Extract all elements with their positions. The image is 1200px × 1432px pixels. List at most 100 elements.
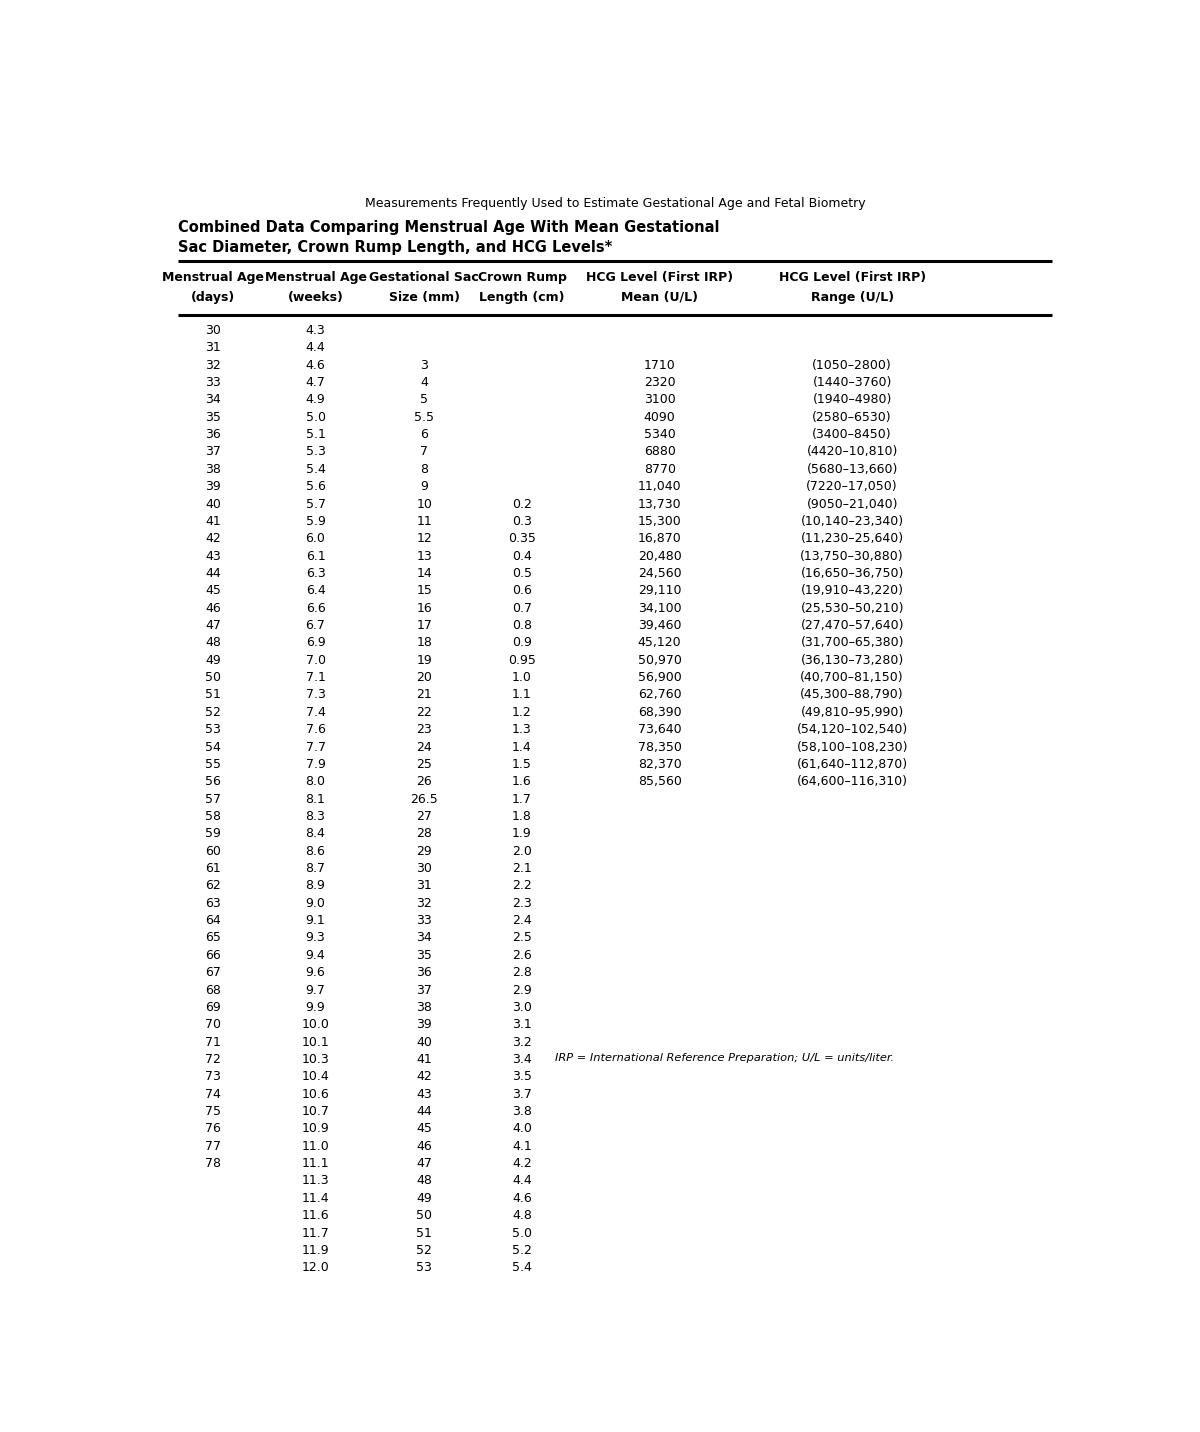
Text: 13,730: 13,730 <box>638 497 682 511</box>
Text: Size (mm): Size (mm) <box>389 291 460 304</box>
Text: 56: 56 <box>205 775 221 788</box>
Text: 1.1: 1.1 <box>512 689 532 702</box>
Text: 5.2: 5.2 <box>512 1244 532 1257</box>
Text: 50: 50 <box>416 1209 432 1221</box>
Text: 43: 43 <box>205 550 221 563</box>
Text: 8.6: 8.6 <box>306 845 325 858</box>
Text: 4.0: 4.0 <box>512 1123 532 1136</box>
Text: 2.0: 2.0 <box>512 845 532 858</box>
Text: (27,470–57,640): (27,470–57,640) <box>800 619 904 632</box>
Text: 11.6: 11.6 <box>301 1209 329 1221</box>
Text: 1.7: 1.7 <box>512 793 532 806</box>
Text: 2.4: 2.4 <box>512 914 532 927</box>
Text: (45,300–88,790): (45,300–88,790) <box>800 689 904 702</box>
Text: 72: 72 <box>205 1053 221 1065</box>
Text: 71: 71 <box>205 1035 221 1048</box>
Text: (36,130–73,280): (36,130–73,280) <box>800 654 904 667</box>
Text: 26.5: 26.5 <box>410 793 438 806</box>
Text: 42: 42 <box>205 533 221 546</box>
Text: Combined Data Comparing Menstrual Age With Mean Gestational: Combined Data Comparing Menstrual Age Wi… <box>178 221 720 235</box>
Text: 45: 45 <box>416 1123 432 1136</box>
Text: 34: 34 <box>205 394 221 407</box>
Text: 74: 74 <box>205 1088 221 1101</box>
Text: 78,350: 78,350 <box>637 740 682 753</box>
Text: 6: 6 <box>420 428 428 441</box>
Text: 73,640: 73,640 <box>638 723 682 736</box>
Text: 3.4: 3.4 <box>512 1053 532 1065</box>
Text: 45: 45 <box>205 584 221 597</box>
Text: Menstrual Age: Menstrual Age <box>264 271 366 284</box>
Text: 31: 31 <box>205 341 221 354</box>
Text: 8.1: 8.1 <box>306 793 325 806</box>
Text: 8.7: 8.7 <box>306 862 325 875</box>
Text: (11,230–25,640): (11,230–25,640) <box>800 533 904 546</box>
Text: 16: 16 <box>416 601 432 614</box>
Text: 11.0: 11.0 <box>301 1140 330 1153</box>
Text: 1.3: 1.3 <box>512 723 532 736</box>
Text: 6880: 6880 <box>643 445 676 458</box>
Text: 5.9: 5.9 <box>306 516 325 528</box>
Text: (16,650–36,750): (16,650–36,750) <box>800 567 904 580</box>
Text: 67: 67 <box>205 967 221 979</box>
Text: 34: 34 <box>416 931 432 945</box>
Text: 37: 37 <box>205 445 221 458</box>
Text: 13: 13 <box>416 550 432 563</box>
Text: 47: 47 <box>416 1157 432 1170</box>
Text: 56,900: 56,900 <box>637 672 682 684</box>
Text: 17: 17 <box>416 619 432 632</box>
Text: 8: 8 <box>420 463 428 475</box>
Text: 35: 35 <box>205 411 221 424</box>
Text: 4.7: 4.7 <box>306 377 325 390</box>
Text: 30: 30 <box>205 324 221 337</box>
Text: 78: 78 <box>205 1157 221 1170</box>
Text: 10.1: 10.1 <box>301 1035 330 1048</box>
Text: 33: 33 <box>205 377 221 390</box>
Text: 49: 49 <box>205 654 221 667</box>
Text: 68: 68 <box>205 984 221 997</box>
Text: (31,700–65,380): (31,700–65,380) <box>800 636 904 650</box>
Text: 38: 38 <box>416 1001 432 1014</box>
Text: 51: 51 <box>205 689 221 702</box>
Text: (1050–2800): (1050–2800) <box>812 359 892 372</box>
Text: 52: 52 <box>205 706 221 719</box>
Text: 9.3: 9.3 <box>306 931 325 945</box>
Text: HCG Level (First IRP): HCG Level (First IRP) <box>779 271 925 284</box>
Text: 7: 7 <box>420 445 428 458</box>
Text: 4.1: 4.1 <box>512 1140 532 1153</box>
Text: (9050–21,040): (9050–21,040) <box>806 497 898 511</box>
Text: 6.7: 6.7 <box>306 619 325 632</box>
Text: 4.9: 4.9 <box>306 394 325 407</box>
Text: 6.9: 6.9 <box>306 636 325 650</box>
Text: 20,480: 20,480 <box>637 550 682 563</box>
Text: 6.3: 6.3 <box>306 567 325 580</box>
Text: (13,750–30,880): (13,750–30,880) <box>800 550 904 563</box>
Text: (61,640–112,870): (61,640–112,870) <box>797 758 907 770</box>
Text: 1.9: 1.9 <box>512 828 532 841</box>
Text: 27: 27 <box>416 811 432 823</box>
Text: 4.4: 4.4 <box>306 341 325 354</box>
Text: 53: 53 <box>416 1262 432 1274</box>
Text: 10.6: 10.6 <box>301 1088 330 1101</box>
Text: 5: 5 <box>420 394 428 407</box>
Text: 2.3: 2.3 <box>512 896 532 909</box>
Text: (3400–8450): (3400–8450) <box>812 428 892 441</box>
Text: 12.0: 12.0 <box>301 1262 330 1274</box>
Text: 1.4: 1.4 <box>512 740 532 753</box>
Text: 7.4: 7.4 <box>306 706 325 719</box>
Text: 46: 46 <box>416 1140 432 1153</box>
Text: 47: 47 <box>205 619 221 632</box>
Text: 53: 53 <box>205 723 221 736</box>
Text: Length (cm): Length (cm) <box>479 291 565 304</box>
Text: 48: 48 <box>205 636 221 650</box>
Text: 7.0: 7.0 <box>306 654 325 667</box>
Text: 41: 41 <box>416 1053 432 1065</box>
Text: (54,120–102,540): (54,120–102,540) <box>797 723 907 736</box>
Text: 55: 55 <box>205 758 221 770</box>
Text: (19,910–43,220): (19,910–43,220) <box>800 584 904 597</box>
Text: 29,110: 29,110 <box>638 584 682 597</box>
Text: 42: 42 <box>416 1070 432 1084</box>
Text: 4.2: 4.2 <box>512 1157 532 1170</box>
Text: 1.0: 1.0 <box>512 672 532 684</box>
Text: 36: 36 <box>416 967 432 979</box>
Text: (1940–4980): (1940–4980) <box>812 394 892 407</box>
